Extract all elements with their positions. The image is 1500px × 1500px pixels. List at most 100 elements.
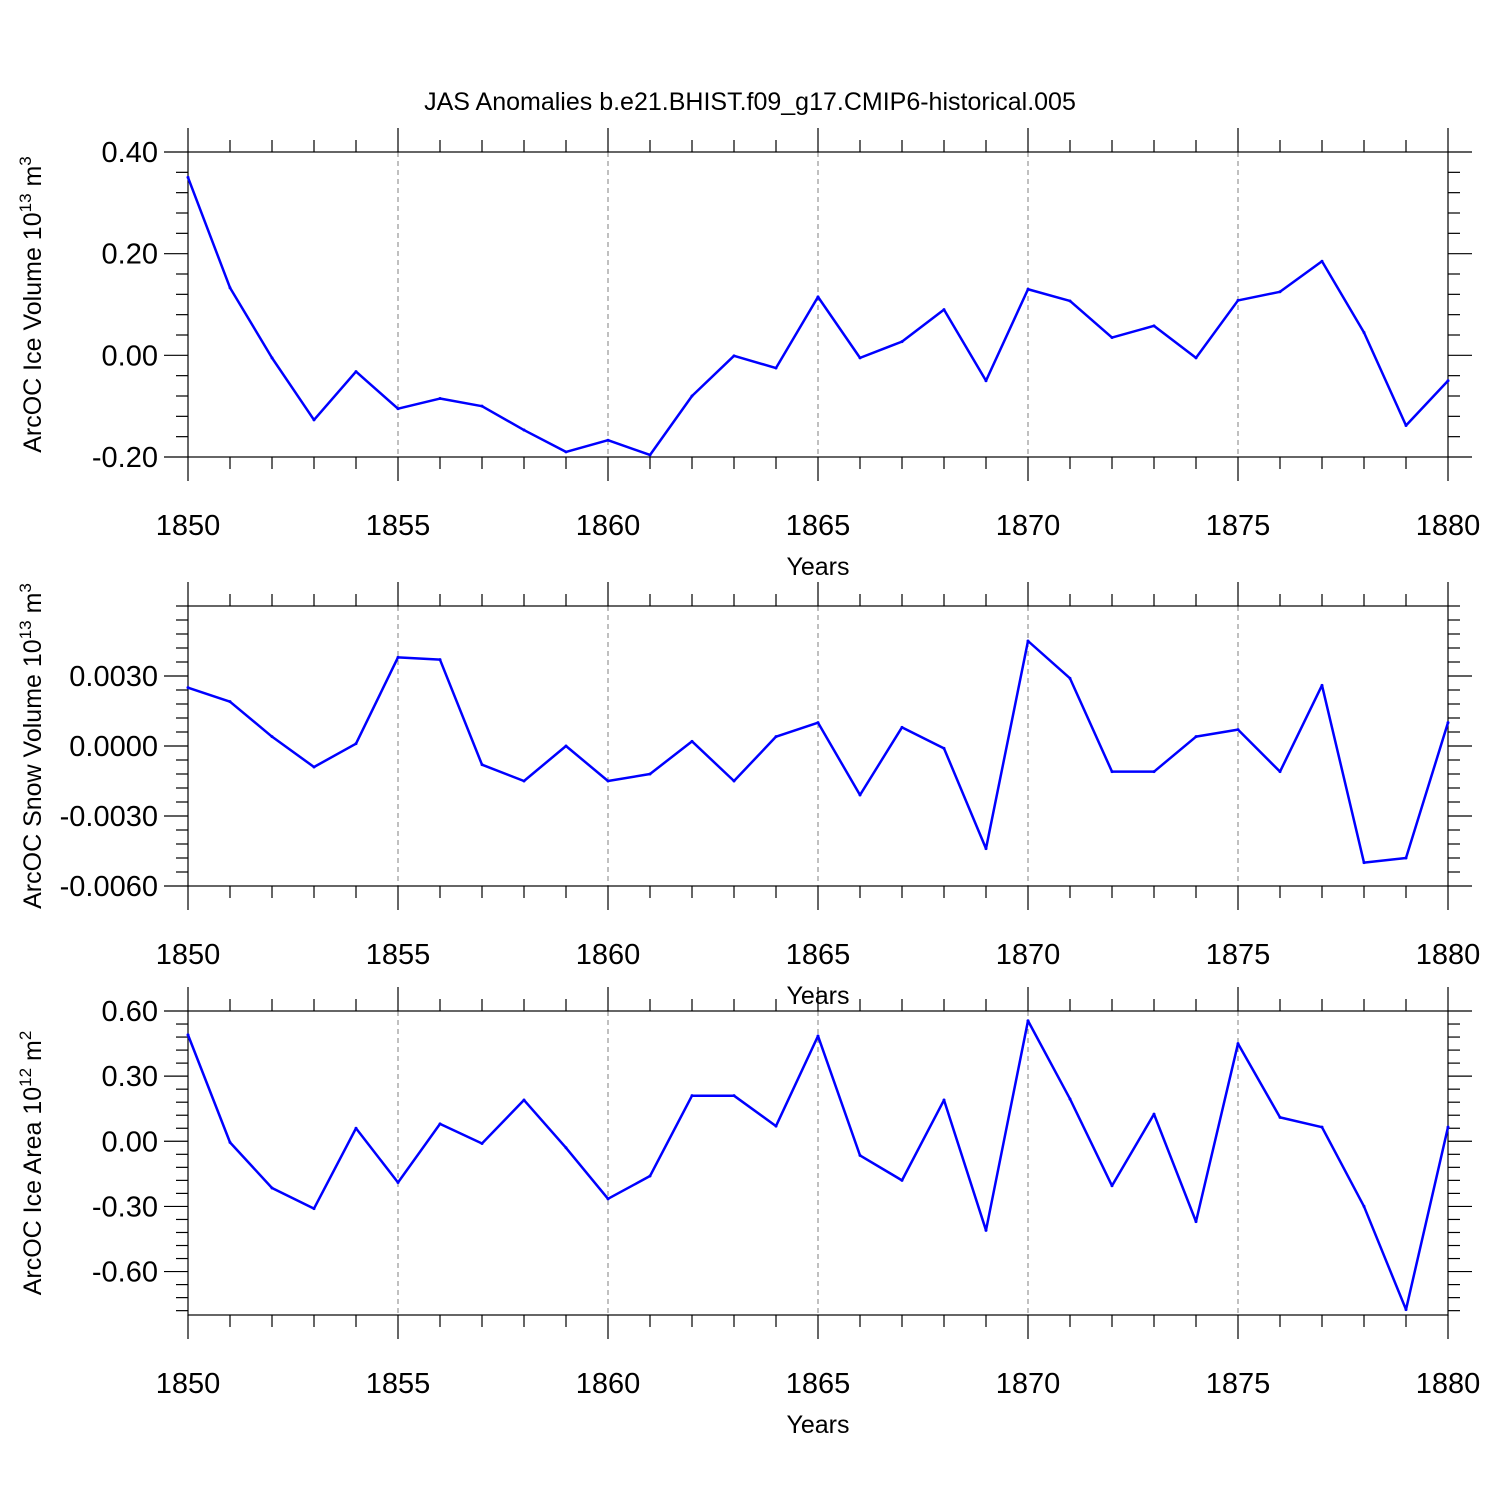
x-axis-title: Years (786, 1411, 849, 1439)
data-point (1404, 856, 1408, 860)
data-point (1068, 299, 1072, 303)
y-axis-title-unit-exponent: 3 (16, 156, 35, 165)
x-tick-label: 1880 (1416, 1368, 1481, 1400)
x-tick-label: 1865 (786, 510, 851, 542)
y-axis-title-unit: m (19, 166, 47, 194)
data-point (312, 418, 316, 422)
data-point (312, 1207, 316, 1211)
data-point (732, 1094, 736, 1098)
y-tick-label: -0.30 (92, 1191, 158, 1223)
data-point (270, 735, 274, 739)
data-point (816, 1034, 820, 1038)
data-point (1278, 770, 1282, 774)
x-tick-label: 1855 (366, 510, 431, 542)
y-tick-label: 0.00 (102, 1126, 158, 1158)
data-point (522, 1098, 526, 1102)
data-point (648, 772, 652, 776)
data-point (396, 1181, 400, 1185)
figure-title: JAS Anomalies b.e21.BHIST.f09_g17.CMIP6-… (424, 88, 1076, 116)
x-tick-label: 1860 (576, 1368, 641, 1400)
data-point (270, 1186, 274, 1190)
data-point (1194, 1220, 1198, 1224)
panels: -0.20 0.00 0.20 0.40 1850 1855 1860 1865 1870 187… (16, 128, 1480, 1439)
data-point (984, 379, 988, 383)
data-point (564, 450, 568, 454)
data-point (186, 1033, 190, 1037)
data-point (1320, 259, 1324, 263)
data-point (732, 354, 736, 358)
x-tick-label: 1850 (156, 510, 221, 542)
x-tick-label: 1850 (156, 939, 221, 971)
data-point (900, 725, 904, 729)
data-point (942, 308, 946, 312)
x-tick-label: 1855 (366, 939, 431, 971)
data-point (438, 1122, 442, 1126)
panel-ice-area: -0.60 -0.30 0.00 0.30 0.60 1850 1855 1860 1865 18… (16, 987, 1480, 1439)
data-point (564, 1146, 568, 1150)
y-axis-title-unit-exponent: 2 (16, 1031, 35, 1040)
y-tick-label: 0.30 (102, 1061, 158, 1093)
x-tick-label: 1860 (576, 939, 641, 971)
data-point (984, 1228, 988, 1232)
data-point (648, 1174, 652, 1178)
data-point (648, 453, 652, 457)
y-tick-label: 0.60 (102, 996, 158, 1028)
y-axis-title: ArcOC Snow Volume 1013 m3 (16, 583, 47, 909)
data-point (1026, 639, 1030, 643)
x-tick-label: 1875 (1206, 510, 1271, 542)
panel-snow-volume: -0.0060 -0.0030 0.0000 0.0030 1850 1855 1860 18… (16, 582, 1480, 1010)
data-point (1362, 330, 1366, 334)
x-tick-label: 1880 (1416, 510, 1481, 542)
panel-ice-volume: -0.20 0.00 0.20 0.40 1850 1855 1860 1865 1870 187… (16, 128, 1480, 581)
data-point (1152, 324, 1156, 328)
y-tick-label: 0.00 (102, 340, 158, 372)
x-tick-label: 1865 (786, 939, 851, 971)
data-point (396, 655, 400, 659)
x-tick-label: 1875 (1206, 1368, 1271, 1400)
data-point (1152, 770, 1156, 774)
data-point (900, 340, 904, 344)
x-tick-label: 1870 (996, 510, 1061, 542)
data-point (1110, 336, 1114, 340)
data-point (1278, 1115, 1282, 1119)
data-point (690, 394, 694, 398)
data-point (1446, 1125, 1450, 1129)
data-point (1362, 1204, 1366, 1208)
y-tick-label: 0.40 (102, 137, 158, 169)
data-point (1320, 683, 1324, 687)
data-point (438, 658, 442, 662)
data-point (900, 1178, 904, 1182)
data-point (690, 1094, 694, 1098)
data-point (606, 438, 610, 442)
data-point (1026, 1019, 1030, 1023)
data-point (228, 286, 232, 290)
data-point (438, 397, 442, 401)
data-point (816, 295, 820, 299)
y-tick-label: 0.0030 (69, 661, 158, 693)
data-point (942, 1098, 946, 1102)
data-point (858, 356, 862, 360)
data-point (1110, 770, 1114, 774)
data-point (774, 366, 778, 370)
data-point (774, 735, 778, 739)
y-tick-label: -0.0030 (60, 801, 158, 833)
y-axis-title: ArcOC Ice Volume 1013 m3 (16, 156, 47, 453)
data-point (354, 370, 358, 374)
data-point (858, 1153, 862, 1157)
y-axis-title-unit: m (19, 593, 47, 621)
data-point (480, 763, 484, 767)
data-point (774, 1124, 778, 1128)
data-point (1068, 676, 1072, 680)
data-point (1026, 287, 1030, 291)
data-point (522, 428, 526, 432)
y-axis-title-main: ArcOC Snow Volume 10 (19, 639, 47, 909)
y-tick-label: -0.60 (92, 1257, 158, 1289)
data-point (942, 746, 946, 750)
data-point (1110, 1184, 1114, 1188)
data-point (354, 1126, 358, 1130)
y-axis-title-unit-exponent: 3 (16, 583, 35, 592)
y-tick-label: 0.20 (102, 239, 158, 271)
y-axis-title-exponent: 12 (16, 1068, 35, 1087)
x-tick-label: 1870 (996, 1368, 1061, 1400)
x-tick-label: 1880 (1416, 939, 1481, 971)
